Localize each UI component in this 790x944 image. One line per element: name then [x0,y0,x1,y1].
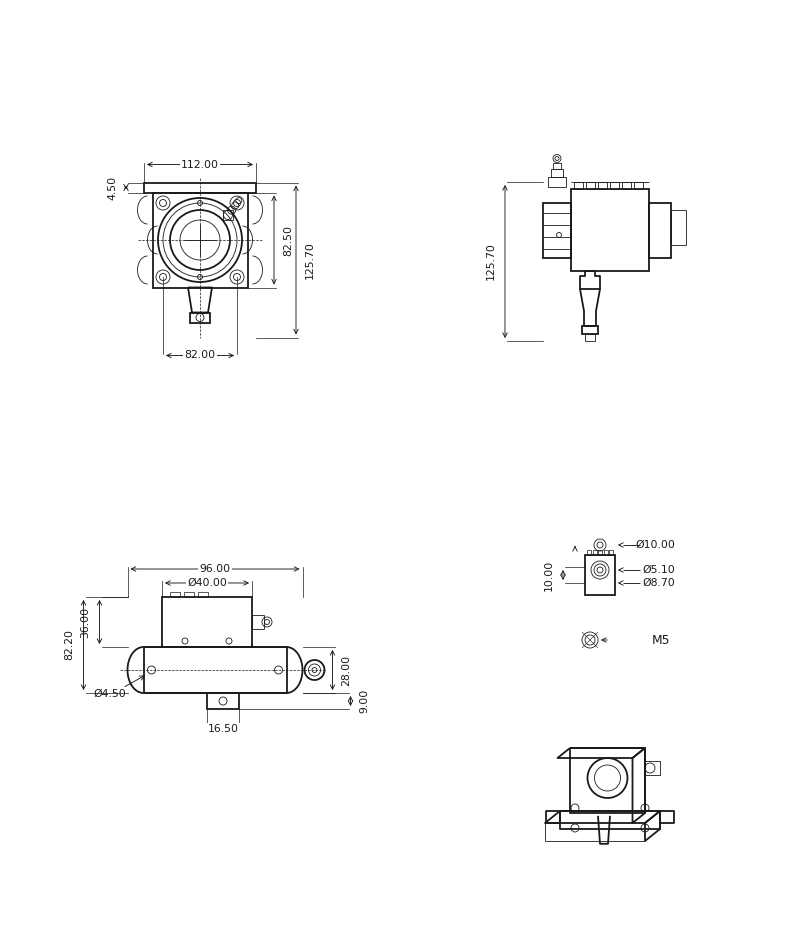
Bar [144,647,287,693]
Text: 4.50: 4.50 [107,176,117,199]
Text: 125.70: 125.70 [486,243,496,280]
Text: 82.20: 82.20 [65,630,74,661]
Bar [162,597,252,647]
Bar [548,177,566,187]
Text: 82.50: 82.50 [283,225,293,256]
Bar [592,550,596,555]
Bar [609,550,613,555]
Text: 9.00: 9.00 [359,689,370,713]
Bar [634,182,643,189]
Bar [553,162,561,168]
Bar [582,326,598,334]
Text: Ø10.00: Ø10.00 [635,540,675,550]
Bar [598,550,602,555]
Bar [252,615,264,629]
Bar [585,334,595,341]
Text: 112.00: 112.00 [181,160,219,170]
Bar [574,182,583,189]
Bar [622,182,631,189]
Text: 82.00: 82.00 [184,350,216,361]
Bar [586,182,595,189]
Bar [551,168,563,177]
Text: 96.00: 96.00 [199,564,231,574]
Text: Ø5.10: Ø5.10 [642,565,675,575]
Bar [223,210,233,220]
Bar [598,182,607,189]
Text: Ø40.00: Ø40.00 [187,578,227,588]
Bar [543,203,571,258]
Text: Ø8.70: Ø8.70 [642,578,675,588]
Bar [649,203,671,258]
Bar [144,182,256,193]
Bar [198,592,208,597]
Bar [585,555,615,595]
Text: 16.50: 16.50 [208,724,239,734]
Text: 125.70: 125.70 [305,241,315,278]
Bar [671,210,686,245]
Text: 10.00: 10.00 [544,560,554,591]
Bar [610,182,619,189]
Bar [184,592,194,597]
Bar [604,550,608,555]
Bar [190,312,210,323]
Bar [152,193,247,288]
Text: M5: M5 [652,633,670,647]
Bar [207,693,239,709]
Text: 28.00: 28.00 [341,654,352,685]
Bar [170,592,180,597]
Bar [571,189,649,271]
Bar [587,550,591,555]
Text: Ø4.50: Ø4.50 [93,689,126,699]
Text: 36.00: 36.00 [81,606,91,637]
